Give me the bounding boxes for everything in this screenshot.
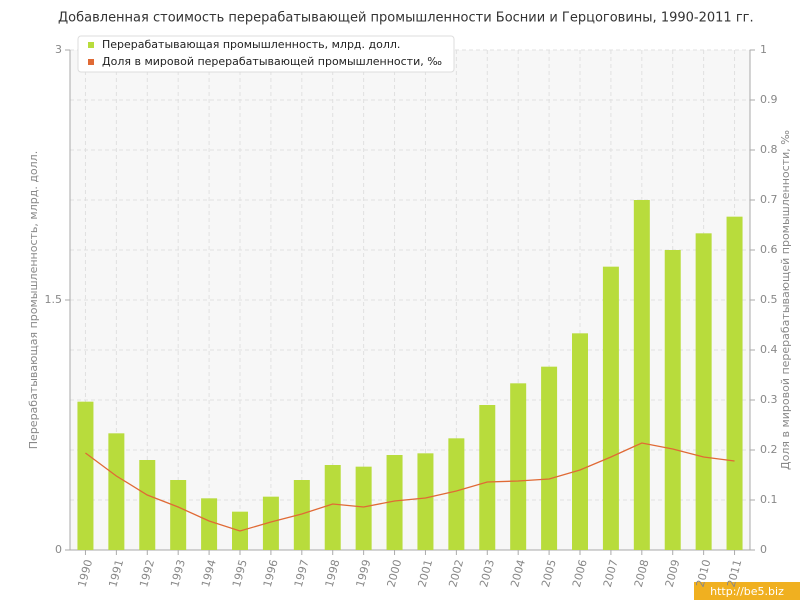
bar	[479, 405, 496, 550]
bar	[417, 453, 434, 550]
x-tick-label: 1996	[261, 558, 281, 588]
legend-swatch	[88, 59, 94, 65]
y2-tick-label: 0.2	[760, 443, 778, 456]
x-tick-label: 1998	[323, 558, 343, 588]
y2-tick-label: 0.9	[760, 93, 778, 106]
bar	[77, 401, 94, 550]
y2-tick-label: 0	[760, 543, 767, 556]
bar	[726, 216, 743, 550]
watermark-bg	[694, 582, 800, 600]
x-tick-label: 1997	[292, 558, 312, 588]
x-tick-label: 2008	[632, 558, 652, 588]
x-tick-label: 2005	[539, 558, 559, 588]
bar	[633, 200, 650, 550]
bar	[541, 366, 558, 550]
y-tick-label: 3	[55, 43, 62, 56]
x-tick-label: 2000	[385, 558, 405, 588]
y2-tick-label: 0.7	[760, 193, 778, 206]
x-tick-label: 2002	[446, 558, 466, 588]
x-tick-label: 2009	[663, 558, 683, 588]
legend-label: Перерабатывающая промышленность, млрд. д…	[102, 38, 400, 51]
bar	[602, 266, 619, 550]
y-tick-label: 1.5	[45, 293, 63, 306]
x-tick-label: 1999	[354, 558, 374, 588]
x-tick-label: 1995	[230, 558, 250, 588]
chart-title: Добавленная стоимость перерабатывающей п…	[58, 11, 754, 26]
y2-tick-label: 0.4	[760, 343, 778, 356]
x-tick-label: 2006	[570, 558, 590, 588]
bar	[510, 383, 527, 550]
bar	[664, 250, 681, 550]
y2-tick-label: 0.5	[760, 293, 778, 306]
bar	[139, 460, 156, 550]
x-tick-label: 1991	[106, 558, 126, 588]
x-tick-label: 1990	[75, 558, 95, 588]
legend-label: Доля в мировой перерабатывающей промышле…	[102, 55, 442, 68]
bar	[293, 480, 310, 550]
bar	[324, 465, 341, 550]
bar	[201, 498, 218, 550]
y2-tick-label: 0.1	[760, 493, 778, 506]
x-tick-label: 2003	[477, 558, 497, 588]
legend-swatch	[88, 42, 94, 48]
x-tick-label: 2007	[601, 558, 621, 588]
bar	[695, 233, 712, 551]
x-tick-label: 1993	[168, 558, 188, 588]
bar	[448, 438, 465, 550]
bar	[572, 333, 588, 550]
y2-tick-label: 0.6	[760, 243, 778, 256]
y2-tick-label: 1	[760, 43, 767, 56]
y-axis-label: Перерабатывающая промышленность, млрд. д…	[27, 151, 40, 449]
legend: Перерабатывающая промышленность, млрд. д…	[77, 35, 455, 73]
line	[85, 442, 735, 532]
x-tick-label: 1992	[137, 558, 157, 588]
bar	[386, 455, 403, 550]
x-tick-label: 2004	[508, 558, 528, 588]
bar	[355, 466, 372, 550]
x-tick-label: 1994	[199, 558, 219, 588]
watermark: http://be5.biz	[710, 585, 784, 598]
y2-tick-label: 0.8	[760, 143, 778, 156]
bar	[108, 433, 125, 550]
y-tick-label: 0	[55, 543, 62, 556]
y2-tick-label: 0.3	[760, 393, 778, 406]
bar	[262, 496, 279, 550]
bar	[170, 480, 187, 550]
legend-box	[77, 35, 455, 73]
x-tick-label: 2001	[415, 558, 435, 588]
y2-axis-label: Доля в мировой перерабатывающей промышле…	[779, 130, 792, 470]
